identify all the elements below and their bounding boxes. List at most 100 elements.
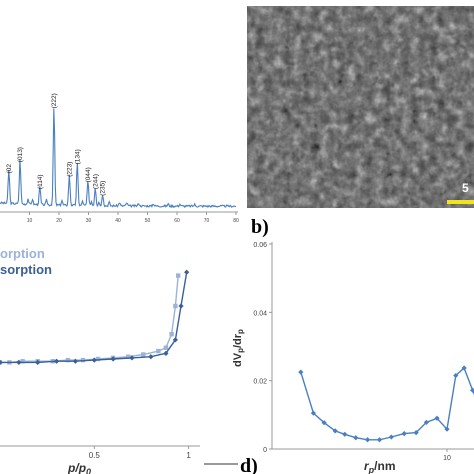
psd-y-tick-label: 0.06 [253,242,267,249]
iso-marker-diamond [53,358,60,364]
xrd-peak-label: (02 [6,164,13,174]
legend-desorption: sorption [0,262,52,277]
psd-marker [453,372,459,379]
psd-markers [298,365,474,443]
iso-marker-square [173,303,178,309]
sem-micrograph: 5 [247,6,474,208]
iso-marker-diamond [72,358,79,364]
xrd-tick-label: 20 [56,218,62,224]
x-label-sub0: 0 [86,467,91,474]
iso-series-line [0,275,179,364]
sem-grain [247,6,474,208]
x-label-p0: p [78,461,86,474]
x-label-unit: /nm [374,459,395,473]
psd-marker [401,431,407,437]
isotherm-chart: 0.5 1 orption sorption p/p0 [0,246,200,474]
psd-marker [413,430,419,436]
iso-marker-diamond [91,357,97,363]
iso-marker-square [169,331,174,337]
psd-x-label: rp/nm [364,459,396,474]
panel-label-b: b) [251,216,269,238]
psd-marker [461,365,467,371]
xrd-pattern-line [0,108,237,209]
psd-marker [342,431,348,437]
y-label-sub-p2: p [236,329,245,334]
psd-marker [376,437,383,443]
iso-marker-square [95,356,101,362]
iso-marker-diamond [172,337,178,343]
psd-marker [332,428,338,434]
xrd-tick-label: 60 [174,218,180,224]
psd-marker [470,387,474,393]
x-label-r: r [364,459,370,473]
y-label-sub-p1: p [236,348,245,353]
psd-ticks: 0 0.02 0.04 0.06 10 [253,242,451,462]
iso-marker-square [141,352,146,357]
iso-marker-diamond [0,359,3,365]
psd-marker [310,410,317,416]
isotherm-x-label: p/p0 [67,461,91,474]
iso-marker-square [126,354,131,359]
isotherm-ticks: 0.5 1 [89,446,191,460]
iso-marker-diamond [178,303,184,309]
psd-marker [444,426,450,432]
sem-scale-text: 5 [462,181,469,195]
iso-marker-square [20,359,25,364]
iso-marker-diamond [110,356,116,362]
psd-line [300,366,474,441]
psd-marker [434,415,440,421]
psd-y-tick-label: 0.02 [253,379,267,386]
xrd-tick-label: 50 [145,218,151,224]
xrd-tick-label: 10 [27,218,33,224]
xrd-tick-label: 30 [86,218,92,224]
iso-tick-label: 0.5 [89,451,101,460]
iso-marker-square [163,345,169,350]
iso-marker-diamond [16,359,22,365]
isotherm-series [0,269,190,365]
iso-marker-square [176,273,181,278]
psd-marker [353,435,359,441]
sem-shade [247,6,474,208]
xrd-tick-label: 80 [233,218,239,224]
xrd-tick-label: 40 [115,218,121,224]
iso-marker-diamond [129,355,135,361]
xrd-peak-label: (235) [100,181,107,196]
iso-marker-square [156,348,161,354]
x-label-p: p [67,461,75,474]
xrd-peak-label: (222) [51,93,58,108]
psd-marker [298,369,304,375]
iso-tick-label: 1 [186,451,191,460]
iso-marker-diamond [163,350,169,356]
psd-marker [388,434,394,440]
panel-label-d: d) [240,455,258,474]
iso-series-line [0,272,188,364]
xrd-peak-label: (244) [92,174,99,189]
xrd-peak-labels: (222) (013) (02 (114) (134)(223) (044) (244) (2… [6,93,107,196]
iso-marker-diamond [148,354,154,360]
iso-marker-diamond [35,359,41,365]
xrd-ticks: 10 20 30 40 50 60 70 80 [27,212,239,224]
iso-marker-square [65,357,71,363]
x-label-slash: / [74,461,80,474]
psd-x-tick-label: 10 [443,455,451,462]
psd-y-tick-label: 0 [263,447,267,454]
x-label-sub-p: p [368,465,375,474]
xrd-peak-label: (044) [85,167,92,182]
xrd-peak-label: (114) [37,174,44,189]
psd-marker [321,420,327,426]
y-label-mid: /dr [232,333,244,348]
legend-adsorption: orption [0,246,45,261]
psd-y-tick-label: 0.04 [253,310,267,317]
sem-texture: 5 [247,6,474,208]
xrd-peak-label: (223) [66,162,73,177]
psd-marker [364,437,371,443]
xrd-peak-label: (134) [74,149,81,164]
xrd-chart: 10 20 30 40 50 60 70 80 (222) (013) (02 (114) (134)… [0,93,239,224]
iso-marker-diamond [184,269,190,275]
xrd-peak-label: (013) [17,147,24,162]
psd-y-label: dVp/drp [232,329,245,367]
xrd-tick-label: 70 [204,218,210,224]
psd-marker [423,419,429,425]
